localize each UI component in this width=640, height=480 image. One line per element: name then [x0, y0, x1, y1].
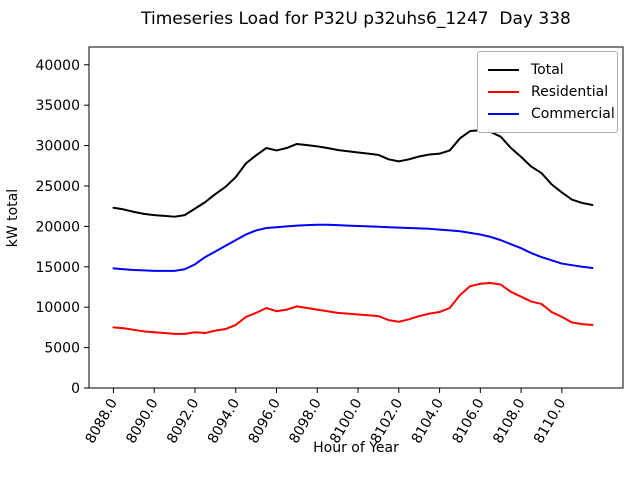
x-tick-label: 8090.0	[123, 396, 161, 446]
legend-entry-residential: Residential	[488, 81, 609, 103]
commercial-line-swatch	[488, 113, 519, 115]
legend-label-total: Total	[531, 62, 564, 78]
x-tick-label: 8094.0	[205, 396, 243, 446]
axes-frame	[88, 46, 624, 389]
y-tick-label: 20000	[35, 219, 80, 235]
residential-line	[112, 281, 594, 335]
y-tick-label: 5000	[44, 341, 80, 357]
x-tick-label: 8108.0	[490, 396, 528, 446]
commercial-line	[112, 223, 594, 272]
x-tick-label: 8098.0	[286, 396, 324, 446]
y-tick-label: 10000	[35, 300, 80, 316]
legend-label-commercial: Commercial	[531, 106, 615, 122]
y-tick-label: 30000	[35, 139, 80, 155]
x-tick-label: 8102.0	[368, 396, 406, 446]
x-tick-label: 8106.0	[449, 396, 487, 446]
x-axis-label: Hour of Year	[313, 440, 399, 456]
legend: Total Residential Commercial	[477, 51, 618, 133]
residential-line-swatch	[488, 91, 519, 93]
legend-label-residential: Residential	[531, 84, 609, 100]
legend-entry-commercial: Commercial	[488, 103, 615, 125]
y-tick-label: 0	[71, 381, 80, 397]
x-tick-label: 8088.0	[83, 396, 121, 446]
x-tick-label: 8096.0	[246, 396, 284, 446]
x-tick-label: 8092.0	[164, 396, 202, 446]
x-tick-label: 8110.0	[531, 396, 569, 446]
chart-title: Timeseries Load for P32U p32uhs6_1247 Da…	[141, 9, 571, 29]
legend-entry-total: Total	[488, 59, 607, 81]
y-tick-label: 25000	[35, 179, 80, 195]
y-tick-label: 40000	[35, 58, 80, 74]
total-line-swatch	[488, 69, 519, 71]
x-tick-label: 8100.0	[327, 396, 365, 446]
y-tick-label: 15000	[35, 260, 80, 276]
total-line	[112, 129, 594, 218]
x-tick-label: 8104.0	[409, 396, 447, 446]
y-tick-label: 35000	[35, 98, 80, 114]
